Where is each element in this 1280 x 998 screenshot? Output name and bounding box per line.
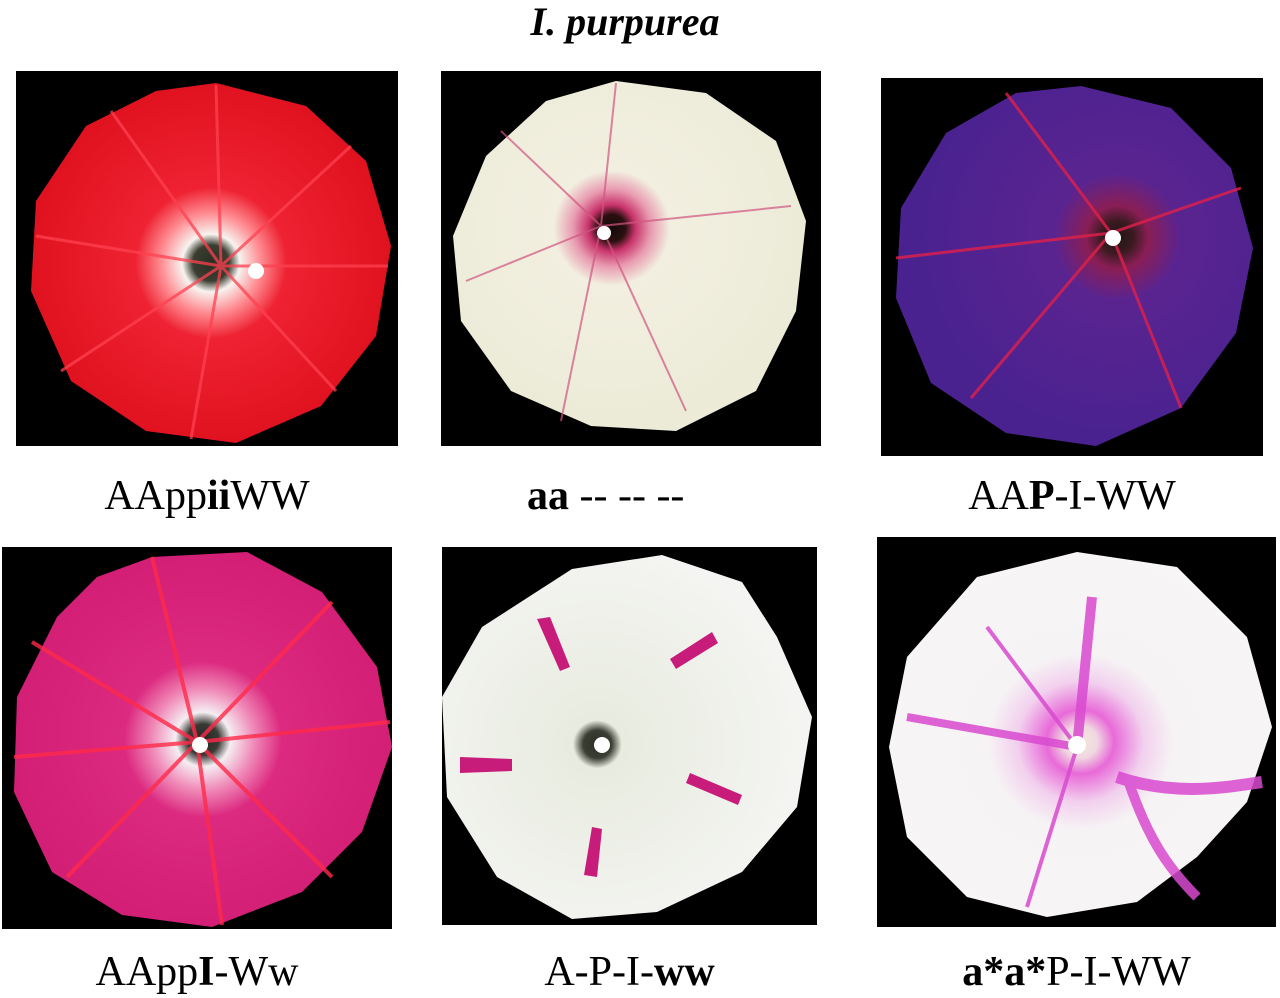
white-marked-flower-icon: [442, 555, 812, 919]
flower-photo-purple: [881, 78, 1263, 456]
flower-photo-variegated: [877, 537, 1276, 927]
flower-photo-white-marked: [442, 547, 817, 925]
genotype-caption-6: a*a*P-I-WW: [962, 949, 1191, 995]
genotype-caption-5: A-P-I-ww: [544, 949, 715, 995]
flower-photo-pink: [2, 547, 392, 929]
genotype-caption-2: aa -- -- --: [527, 473, 685, 519]
pink-flower-icon: [13, 552, 392, 927]
figure-title: I. purpurea: [530, 0, 720, 44]
genotype-caption-1: AAppiiWW: [104, 473, 310, 519]
genotype-caption-3: AAP-I-WW: [968, 473, 1176, 519]
red-flower-icon: [31, 83, 391, 443]
flower-photo-white: [441, 71, 821, 446]
purple-flower-icon: [895, 86, 1253, 446]
white-flower-icon: [453, 81, 806, 431]
flower-photo-red: [16, 71, 398, 446]
variegated-flower-icon: [889, 552, 1272, 917]
genotype-caption-4: AAppI-Ww: [95, 949, 299, 995]
